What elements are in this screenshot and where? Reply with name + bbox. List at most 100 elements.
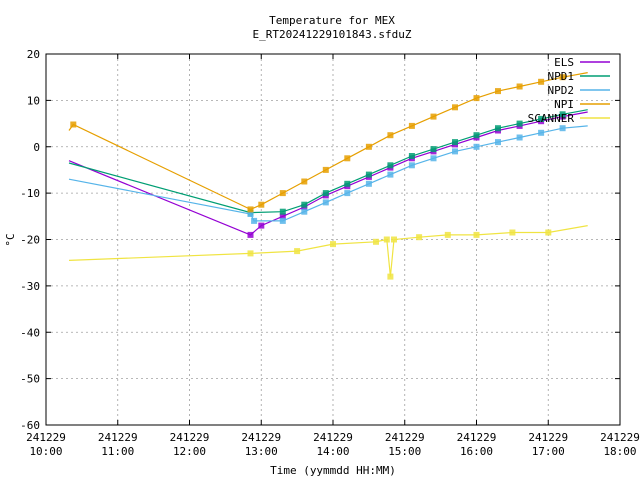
series-point-npd2 (430, 155, 437, 162)
y-tick-label: 0 (33, 141, 40, 154)
series-point-npi (322, 166, 329, 173)
x-tick-time-label: 10:00 (29, 445, 62, 458)
x-tick-date-label: 241229 (98, 431, 138, 444)
series-point-npd2 (495, 139, 501, 146)
legend-label: NPI (554, 98, 574, 111)
series-point-npd2 (344, 190, 351, 197)
series-point-npd1 (387, 162, 394, 169)
y-tick-label: 20 (27, 48, 40, 61)
series-point-scanner (391, 236, 397, 243)
series-point-npi (70, 121, 77, 128)
series-point-npi (516, 83, 523, 90)
y-tick-label: -20 (20, 234, 40, 247)
series-point-npi (344, 155, 351, 162)
series-point-npi (408, 122, 415, 129)
series-point-npi (258, 201, 265, 208)
y-tick-label: -30 (20, 280, 40, 293)
series-point-els (279, 213, 286, 220)
x-tick-time-label: 12:00 (173, 445, 206, 458)
series-point-npi (538, 78, 545, 85)
x-tick-time-label: 18:00 (603, 445, 636, 458)
x-tick-date-label: 241229 (26, 431, 66, 444)
series-point-npd2 (516, 134, 523, 141)
series-point-npd2 (559, 125, 566, 132)
grid (45, 53, 621, 426)
x-tick-date-label: 241229 (241, 431, 281, 444)
x-tick-date-label: 241229 (457, 431, 497, 444)
series-point-npi (301, 178, 308, 185)
y-axis-label: °C (4, 233, 17, 246)
legend-label: ELS (554, 56, 574, 69)
y-tick-label: -60 (20, 419, 40, 432)
series-point-npd2 (473, 143, 480, 150)
y-tick-label: 10 (27, 94, 40, 107)
x-tick-date-label: 241229 (600, 431, 640, 444)
chart-title: Temperature for MEX (269, 14, 395, 27)
series-point-npd1 (344, 180, 351, 187)
series-line-scanner (68, 225, 588, 277)
series-point-scanner (247, 250, 254, 257)
series-point-npd2 (301, 208, 308, 215)
series-point-npi (452, 104, 458, 111)
series-point-npd1 (559, 111, 566, 118)
series-point-npd2 (247, 211, 254, 217)
series-point-npi (430, 113, 437, 120)
x-tick-date-label: 241229 (170, 431, 210, 444)
series-point-npd2 (322, 199, 329, 206)
x-tick-time-label: 11:00 (101, 445, 134, 458)
series-point-scanner (416, 234, 423, 241)
y-tick-label: -50 (20, 373, 40, 386)
series-point-npd1 (408, 153, 415, 159)
series-point-npd1 (365, 171, 372, 178)
series-line-npi (68, 72, 588, 211)
series-point-els (247, 231, 254, 238)
x-axis-label: Time (yymmdd HH:MM) (270, 464, 396, 477)
series-point-scanner (473, 231, 480, 238)
series-point-npd1 (430, 146, 437, 153)
series-point-npi (279, 190, 286, 197)
x-tick-time-label: 13:00 (245, 445, 278, 458)
series-point-npd2 (387, 171, 394, 178)
series-point-npd1 (301, 201, 308, 208)
x-tick-time-label: 14:00 (316, 445, 349, 458)
y-tick-label: -40 (20, 326, 40, 339)
series-point-npi (495, 88, 501, 95)
legend-label: SCANNER (528, 112, 575, 125)
series-point-npi (387, 132, 394, 139)
series-point-scanner (509, 229, 516, 236)
series-lines (68, 72, 588, 280)
series-point-els (258, 222, 265, 229)
series-point-npd1 (473, 132, 480, 139)
series-point-npd2 (365, 180, 372, 187)
series-point-npi (473, 95, 480, 102)
series-point-npd2 (452, 148, 458, 155)
series-point-npd1 (538, 115, 545, 122)
series-point-npd1 (452, 139, 458, 146)
series-point-npd2 (251, 217, 258, 224)
series-point-scanner (387, 273, 394, 280)
chart-subtitle: E_RT20241229101843.sfduZ (253, 28, 412, 41)
series-point-scanner (330, 241, 336, 248)
y-tick-labels: 20 10 0 -10 -20 -30 -40 -50 -60 (20, 48, 40, 432)
x-tick-labels: 24122910:0024122911:0024122912:002412291… (26, 431, 640, 458)
series-point-scanner (294, 248, 301, 255)
x-tick-time-label: 15:00 (388, 445, 421, 458)
series-point-scanner (444, 231, 451, 238)
series-point-npd1 (516, 120, 523, 127)
series-point-npi (365, 143, 372, 150)
series-line-els (68, 111, 588, 236)
legend-label: NPD2 (548, 84, 575, 97)
plot-frame (45, 53, 621, 426)
series-point-npd1 (495, 125, 501, 132)
series-point-npd2 (538, 129, 545, 136)
series-point-npi (247, 206, 254, 213)
series-point-npd2 (408, 162, 415, 169)
series-point-scanner (383, 236, 390, 243)
series-point-npd1 (279, 208, 286, 215)
series-point-scanner (545, 229, 552, 236)
series-point-npi (559, 74, 566, 81)
x-tick-time-label: 17:00 (532, 445, 565, 458)
series-line-npd2 (68, 125, 588, 222)
